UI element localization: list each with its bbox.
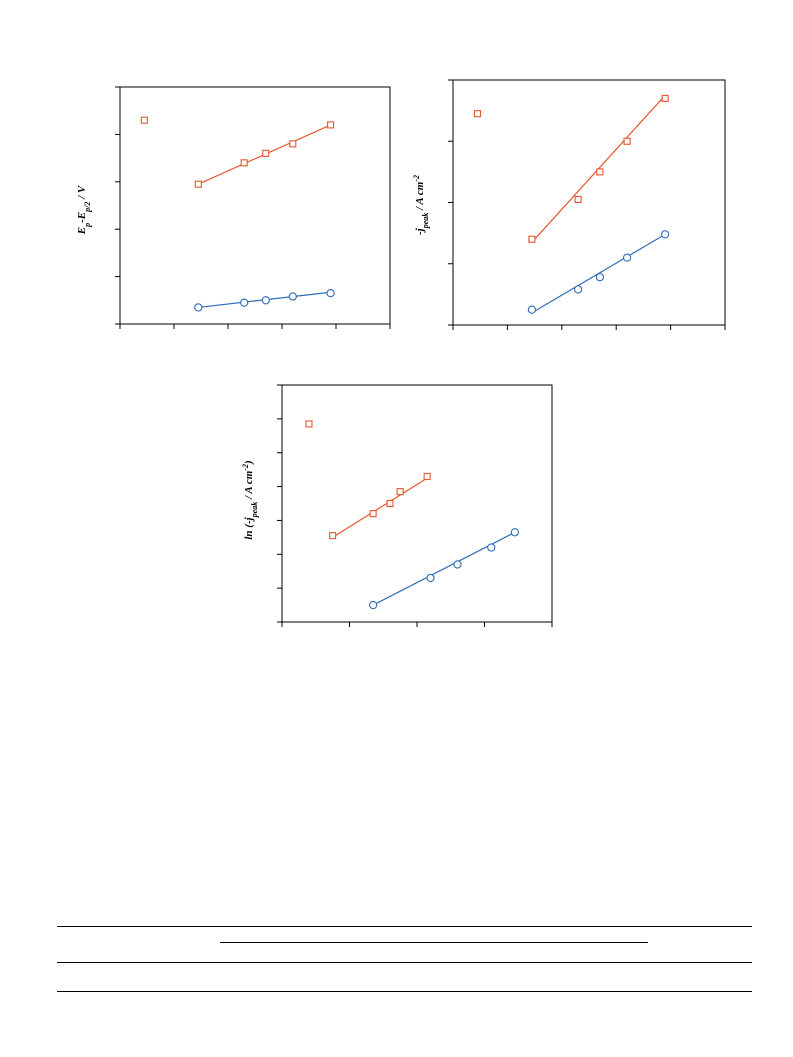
chart-ln-jpeak: ln (-jpeak / A cm-2) <box>241 384 553 627</box>
orange-square-point <box>596 168 604 176</box>
orange-square-point <box>289 140 297 148</box>
y-axis-label-ep: Ep-Ep/2 / V <box>76 184 92 235</box>
orange-square-point <box>423 472 431 480</box>
orange-square-point <box>369 510 377 518</box>
orange-square-point <box>528 235 536 243</box>
blue-circle-point <box>573 285 583 294</box>
plot-frame <box>281 384 553 623</box>
orange-square-point <box>473 110 482 118</box>
y-axis-label-part: peak <box>250 502 259 519</box>
table-mid-rule <box>57 962 752 963</box>
y-axis-label-part: ) <box>243 460 255 465</box>
orange-square-point <box>262 149 270 157</box>
y-axis-label-part: p/2 <box>83 202 92 213</box>
chart-ep-minus-ep2: Ep-Ep/2 / V <box>76 86 391 329</box>
y-axis-label-part: -j <box>414 227 426 235</box>
y-axis-label-ln-jpeak: ln (-jpeak / A cm-2) <box>241 460 259 539</box>
y-axis-label-part: ln (-j <box>243 516 255 539</box>
orange-square-point <box>661 94 669 102</box>
orange-square-point <box>329 532 337 540</box>
orange-square-point <box>574 195 582 203</box>
orange-square-point <box>305 420 313 428</box>
y-axis-label-part: E <box>76 227 88 235</box>
blue-circle-point <box>288 292 297 301</box>
plot-frame <box>119 86 391 325</box>
blue-circle-point <box>426 573 435 583</box>
table-header-subrule <box>220 942 648 943</box>
blue-circle-point <box>622 253 632 262</box>
y-axis-label-part: / A cm <box>243 470 255 502</box>
y-axis-label-part: p <box>83 223 92 228</box>
blue-circle-point <box>240 298 249 307</box>
orange-square-point <box>327 121 335 129</box>
blue-circle-point <box>368 600 378 610</box>
blue-circle-point <box>453 560 462 569</box>
y-axis-label-part: / V <box>76 184 88 202</box>
blue-circle-point <box>527 305 537 314</box>
orange-square-point <box>240 159 248 167</box>
y-axis-label-part: -2 <box>412 175 421 182</box>
orange-square-point <box>386 499 394 508</box>
blue-circle-point <box>661 230 670 239</box>
plot-frame <box>452 79 726 326</box>
y-axis-label-jpeak: -jpeak / A cm-2 <box>412 175 430 235</box>
blue-circle-point <box>326 289 335 298</box>
orange-square-point <box>623 137 631 145</box>
blue-circle-point <box>194 303 203 312</box>
blue-circle-point <box>510 528 520 537</box>
blue-circle-point <box>487 543 496 552</box>
blue-circle-point <box>261 296 270 305</box>
blue-fit-line <box>372 531 516 606</box>
y-axis-label-part: peak <box>421 213 430 230</box>
y-axis-label-part: -E <box>76 212 88 223</box>
table-bottom-rule <box>57 991 752 992</box>
orange-square-point <box>140 116 148 124</box>
blue-circle-point <box>595 273 605 282</box>
y-axis-label-part: / A cm <box>414 181 426 213</box>
orange-square-point <box>396 488 404 496</box>
orange-square-point <box>194 180 202 188</box>
orange-fit-line <box>332 477 428 538</box>
y-axis-label-part: -2 <box>241 464 250 471</box>
table-top-rule <box>57 926 752 927</box>
chart-jpeak: -jpeak / A cm-2 <box>412 79 726 330</box>
